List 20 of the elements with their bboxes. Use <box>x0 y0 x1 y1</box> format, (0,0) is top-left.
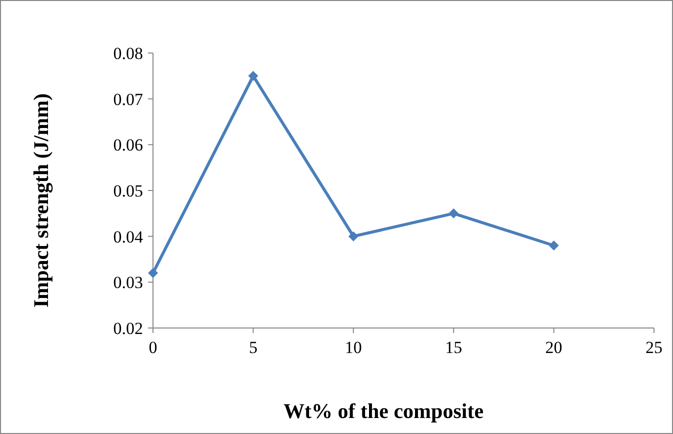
y-tick-label: 0.07 <box>113 90 144 109</box>
point <box>348 231 358 242</box>
point <box>148 268 158 278</box>
x-tick-label: 25 <box>646 338 662 357</box>
y-axis-title: Impact strength (J/mm) <box>29 93 53 308</box>
point <box>448 208 459 218</box>
x-tick-label: 10 <box>344 338 362 357</box>
x-axis-title: Wt% of the composite <box>283 399 484 423</box>
y-tick-label: 0.04 <box>113 227 144 246</box>
y-tick-label: 0.02 <box>113 318 143 338</box>
y-tick-label: 0.08 <box>113 44 143 63</box>
x-tick-label: 15 <box>445 338 462 357</box>
x-tick-label: 5 <box>248 338 258 357</box>
point <box>248 70 258 81</box>
y-tick-label: 0.05 <box>113 181 143 200</box>
y-tick-label: 0.03 <box>113 273 143 292</box>
y-tick-label: 0.06 <box>113 136 143 155</box>
x-tick-label: 20 <box>545 338 562 357</box>
point <box>548 240 559 250</box>
x-tick-label: 0 <box>148 338 158 357</box>
